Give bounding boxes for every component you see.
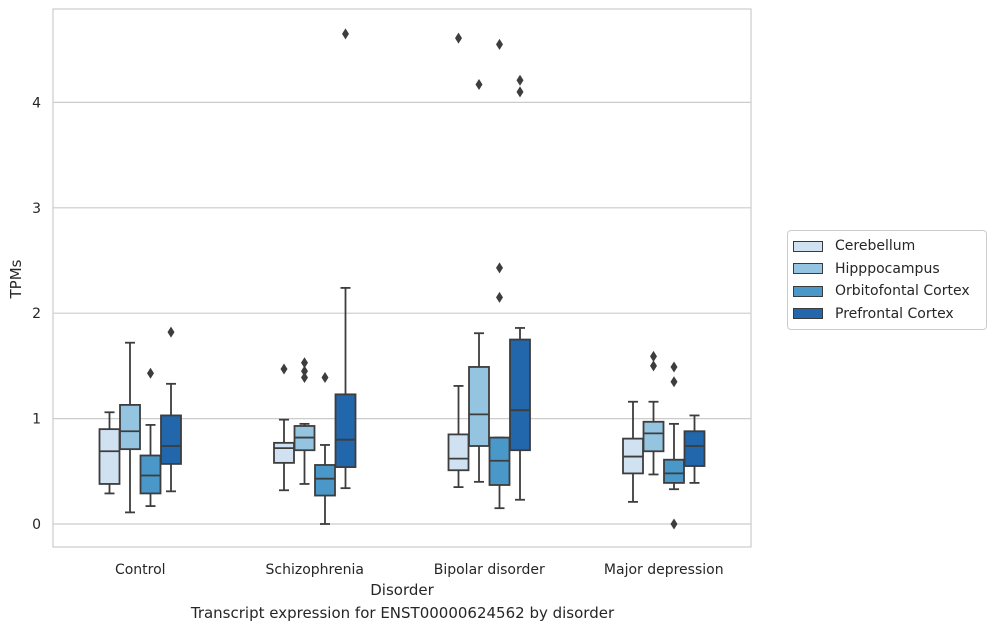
box-orbitofontal-cortex [663, 361, 685, 530]
outlier-point [301, 371, 308, 383]
outlier-point [342, 28, 349, 40]
outlier-point [301, 357, 308, 369]
legend-swatch [793, 263, 823, 275]
legend-label: Prefrontal Cortex [835, 305, 954, 322]
y-tick-label: 3 [32, 201, 41, 217]
box-iqr [468, 366, 490, 447]
box-prefrontal-cortex [160, 326, 182, 493]
outlier-point [516, 74, 524, 86]
legend-swatch [793, 240, 823, 252]
legend-label: Hipppocampus [835, 260, 940, 277]
y-tick-label: 2 [32, 306, 41, 322]
y-axis-label: TPMs [7, 259, 25, 299]
box-iqr [314, 464, 336, 497]
outlier-point [670, 376, 678, 388]
box-prefrontal-cortex [683, 414, 706, 484]
box-hipppocampus [119, 341, 141, 514]
outlier-point [280, 363, 288, 375]
box-iqr [334, 393, 357, 468]
box-cerebellum [447, 32, 470, 489]
legend-item: Orbitofontal Cortex [788, 280, 986, 303]
box-iqr [273, 441, 295, 464]
outlier-point [496, 38, 503, 50]
box-cerebellum [273, 363, 295, 492]
box-orbitofontal-cortex [314, 371, 336, 525]
y-tick-label: 1 [32, 412, 41, 428]
x-tick-label: Bipolar disorder [434, 562, 545, 578]
legend-swatch [793, 285, 823, 297]
legend-item: Prefrontal Cortex [788, 303, 986, 326]
x-tick-label: Control [115, 562, 166, 578]
outlier-point [516, 86, 524, 98]
outlier-point [321, 371, 329, 383]
figure-caption: Transcript expression for ENST0000062456… [190, 604, 615, 622]
x-axis-label: Disorder [370, 581, 434, 599]
box-hipppocampus [468, 78, 490, 483]
box-iqr [663, 458, 685, 484]
box-iqr [98, 428, 121, 485]
outlier-point [167, 326, 175, 338]
x-tick-labels: Control Schizophrenia Bipolar disorder Majo… [115, 562, 724, 578]
legend-label: Orbitofontal Cortex [835, 283, 970, 300]
box-iqr [509, 338, 531, 452]
x-tick-label: Major depression [604, 562, 724, 578]
box-hipppocampus [642, 350, 665, 476]
box-series-layer [98, 28, 706, 530]
box-iqr [642, 420, 665, 453]
box-hipppocampus [293, 357, 316, 485]
legend-item: Cerebellum [788, 235, 986, 258]
box-iqr [160, 414, 182, 465]
outlier-point [650, 350, 657, 362]
box-iqr [139, 454, 162, 495]
y-tick-label: 0 [32, 517, 41, 533]
plot-frame [52, 8, 752, 548]
legend-item: Hipppocampus [788, 258, 986, 281]
y-tick-label: 4 [32, 95, 41, 111]
outlier-point [301, 365, 308, 377]
outlier-point [455, 32, 462, 44]
outlier-point [496, 262, 503, 274]
box-iqr [683, 430, 706, 467]
box-orbitofontal-cortex [488, 38, 511, 510]
legend-swatch [793, 308, 823, 320]
box-cerebellum [622, 400, 644, 503]
y-tick-labels: 0 1 2 3 4 [32, 95, 41, 533]
box-prefrontal-cortex [509, 74, 531, 501]
outlier-point [670, 361, 678, 373]
box-prefrontal-cortex [334, 28, 357, 490]
box-cerebellum [98, 411, 121, 495]
legend: Cerebellum Hipppocampus Orbitofontal Corte… [787, 230, 987, 330]
legend-label: Cerebellum [835, 238, 916, 255]
outlier-point [496, 291, 503, 303]
outlier-point [475, 78, 483, 90]
outlier-point [650, 360, 657, 372]
box-iqr [119, 403, 141, 451]
x-tick-label: Schizophrenia [266, 562, 364, 578]
box-iqr [447, 433, 470, 472]
outlier-point [670, 518, 678, 530]
outlier-point [147, 367, 154, 379]
box-orbitofontal-cortex [139, 367, 162, 507]
